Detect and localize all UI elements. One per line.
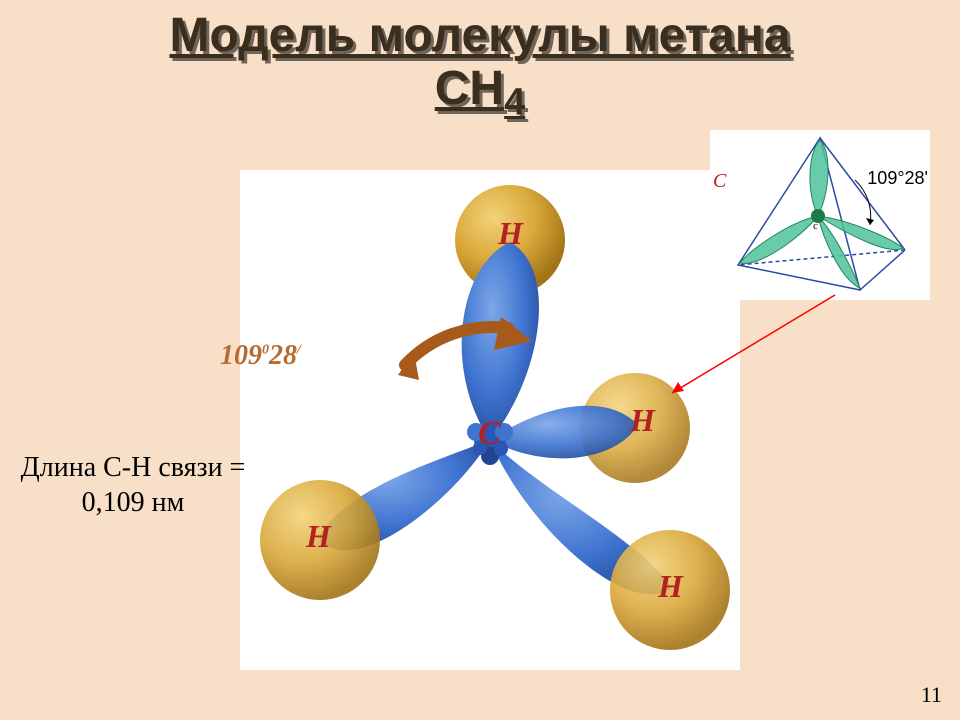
slide-title: Модель молекулы метана CH4 <box>0 10 960 124</box>
angle-prime-sup: / <box>297 343 301 358</box>
angle-deg-sup: 0 <box>262 343 269 358</box>
inset-angle-text: 109°28' <box>867 168 928 189</box>
main-molecule-panel: H H H H C <box>240 170 740 670</box>
title-formula-base: CH <box>435 62 504 115</box>
slide-root: Модель молекулы метана CH4 <box>0 0 960 720</box>
atom-label-h: H <box>498 215 523 252</box>
bond-angle-label: 109028/ <box>220 340 301 372</box>
inset-tetrahedron: c C 109°28' <box>710 130 930 300</box>
page-number: 11 <box>921 682 942 708</box>
angle-minutes: 28 <box>269 340 297 371</box>
atom-label-h: H <box>630 402 655 439</box>
svg-text:c: c <box>813 220 818 232</box>
title-line1: Модель молекулы метана <box>169 9 790 62</box>
atom-label-h: H <box>658 568 683 605</box>
atom-label-c: C <box>478 415 501 453</box>
title-formula-sub: 4 <box>504 81 525 123</box>
inset-svg: c <box>710 130 930 300</box>
bond-length-label: Длина С-Н связи = 0,109 нм <box>18 450 248 520</box>
inset-c-label: C <box>713 170 726 193</box>
angle-base: 109 <box>220 340 262 371</box>
atom-label-h: H <box>306 518 331 555</box>
